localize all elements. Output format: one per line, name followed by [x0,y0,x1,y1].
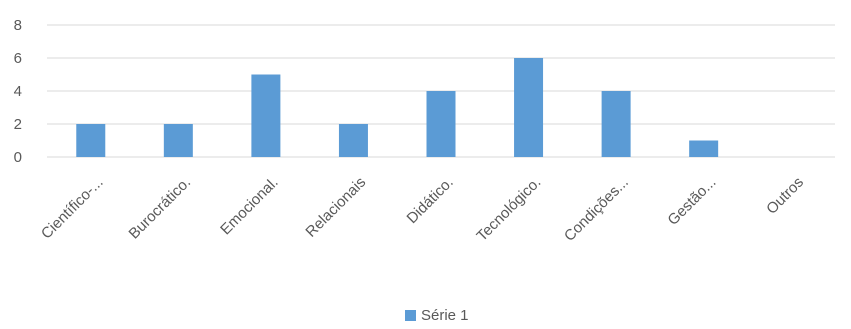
y-tick-label: 4 [14,83,22,100]
bar-3 [338,124,368,157]
y-tick-label: 0 [14,149,22,166]
x-tick-label: Outros [763,174,807,218]
bars [76,58,719,157]
bar-5 [514,58,544,157]
bar-4 [426,91,456,157]
bar-1 [163,124,193,157]
x-tick-label: Gestão... [664,174,719,229]
y-tick-label: 2 [14,116,22,133]
y-tick-label: 8 [14,17,22,34]
x-tick-label: Condições... [561,174,632,245]
legend: Série 1 [405,307,469,324]
legend-label: Série 1 [421,307,469,324]
x-axis-labels: Científico-... Burocrático. Emocional. Rela… [38,174,807,245]
x-tick-label: Científico-... [38,174,107,243]
x-tick-label: Didático. [404,174,457,227]
bar-2 [251,74,281,157]
x-tick-label: Burocrático. [126,174,195,243]
bar-7 [689,140,719,157]
x-tick-label: Relacionais [302,174,369,241]
x-tick-label: Tecnológico. [473,174,544,245]
bar-0 [76,124,106,157]
bar-6 [601,91,631,157]
y-axis-ticks: 0 2 4 6 8 [14,17,22,166]
x-tick-label: Emocional. [217,174,281,238]
y-tick-label: 6 [14,50,22,67]
legend-swatch [405,310,416,321]
